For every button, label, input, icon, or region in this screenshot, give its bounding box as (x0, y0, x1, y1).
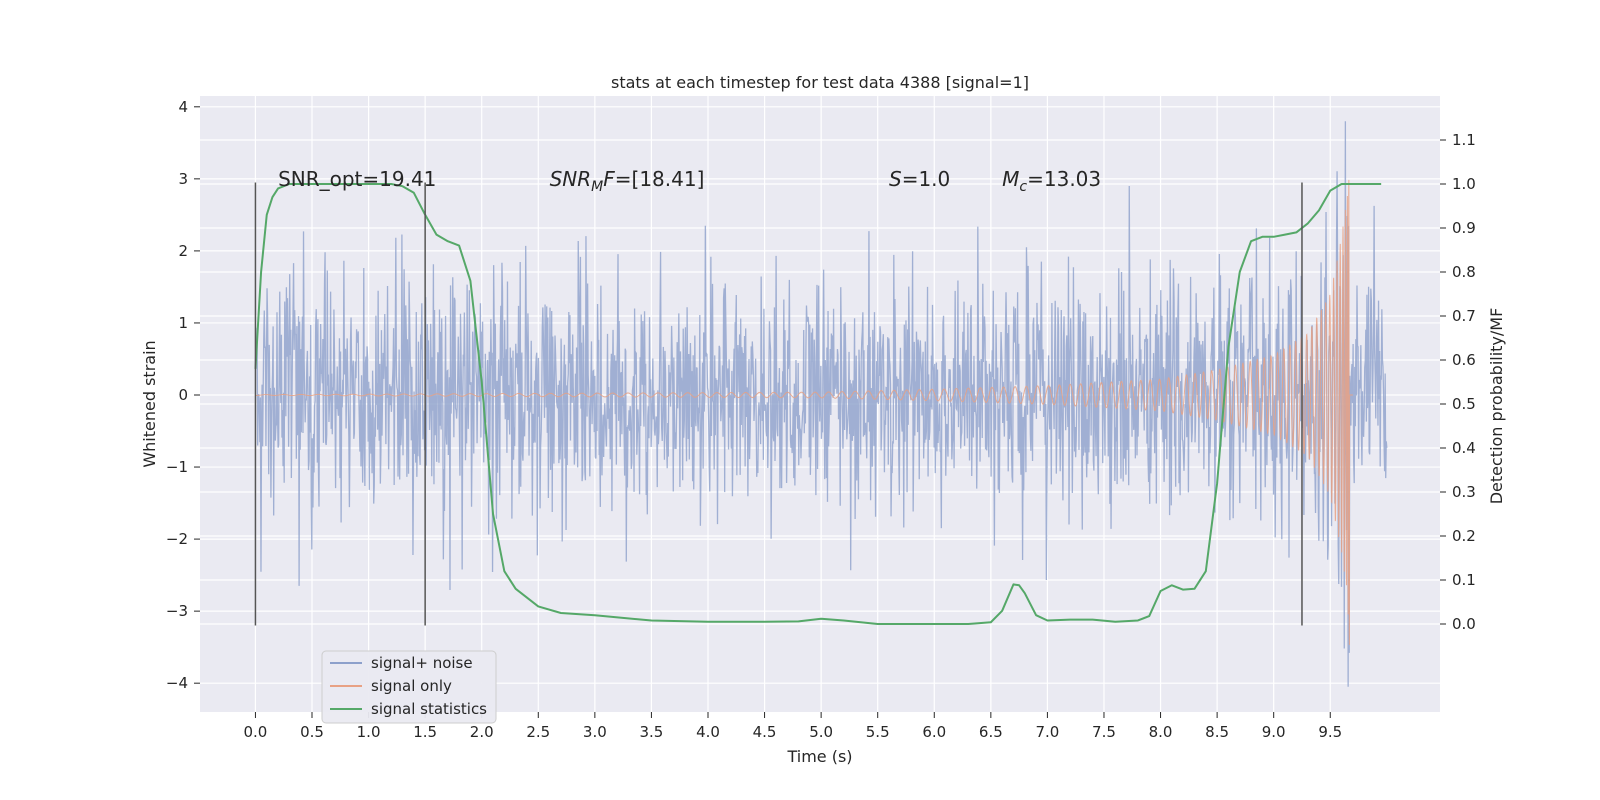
x-tick-label: 7.5 (1092, 723, 1116, 741)
y-tick-label-right: 0.0 (1452, 615, 1476, 633)
y-tick-label-left: −4 (166, 674, 188, 692)
legend-label-signal-statistics: signal statistics (371, 700, 487, 718)
y-tick-label-left: 4 (178, 98, 188, 116)
signal-only-line (255, 179, 1353, 645)
y-tick-label-right: 1.1 (1452, 131, 1476, 149)
y-tick-label-right: 1.0 (1452, 175, 1476, 193)
ticks: 0.0 0.5 1.0 1.5 2.0 2.5 3.0 3.5 4.0 4.5 5.0 5.5 6.0 6… (166, 98, 1476, 741)
y-tick-label-right: 0.5 (1452, 395, 1476, 413)
annotation: Mc=13.03 (1002, 167, 1101, 195)
x-tick-label: 4.5 (753, 723, 777, 741)
y-tick-label-right: 0.7 (1452, 307, 1476, 325)
x-tick-label: 0.5 (300, 723, 324, 741)
signal-statistics-line (254, 183, 1382, 625)
x-tick-label: 5.5 (866, 723, 890, 741)
x-tick-label: 9.5 (1318, 723, 1342, 741)
annotation: S=1.0 (889, 167, 950, 191)
x-tick-label: 0.0 (244, 723, 268, 741)
x-tick-label: 6.0 (922, 723, 946, 741)
y-tick-label-right: 0.4 (1452, 439, 1476, 457)
annotation: SNR_opt=19.41 (278, 167, 436, 191)
y-tick-label-right: 0.1 (1452, 571, 1476, 589)
y-tick-label-left: 0 (178, 386, 188, 404)
y-axis-label-left: Whitened strain (140, 340, 159, 467)
y-axis-label-right: Detection probability/MF (1487, 308, 1506, 505)
x-tick-label: 9.0 (1262, 723, 1286, 741)
signal-noise-line (254, 121, 1388, 687)
series-signal-noise (254, 121, 1388, 687)
y-tick-label-left: 3 (178, 170, 188, 188)
x-tick-label: 1.5 (413, 723, 437, 741)
series-signal-statistics (254, 183, 1382, 625)
chart-title: stats at each timestep for test data 438… (611, 73, 1029, 92)
x-tick-label: 2.0 (470, 723, 494, 741)
legend: signal+ noise signal only signal statist… (321, 650, 497, 724)
x-tick-label: 2.5 (526, 723, 550, 741)
x-tick-label: 1.0 (357, 723, 381, 741)
x-tick-label: 8.0 (1149, 723, 1173, 741)
y-tick-label-right: 0.9 (1452, 219, 1476, 237)
x-tick-label: 8.5 (1205, 723, 1229, 741)
annotations: SNR_opt=19.41 SNRMF=[18.41] S=1.0 Mc=13.03 (278, 167, 1101, 195)
x-tick-label: 3.5 (639, 723, 663, 741)
y-tick-label-right: 0.3 (1452, 483, 1476, 501)
x-tick-label: 5.0 (809, 723, 833, 741)
y-tick-label-left: −3 (166, 602, 188, 620)
legend-label-signal-only: signal only (371, 677, 452, 695)
y-tick-label-left: −2 (166, 530, 188, 548)
x-tick-label: 4.0 (696, 723, 720, 741)
annotation: SNRMF=[18.41] (550, 167, 705, 195)
legend-box (321, 650, 497, 724)
y-tick-label-left: 1 (178, 314, 188, 332)
vertical-markers (254, 182, 1303, 626)
legend-label-signal-noise: signal+ noise (371, 654, 473, 672)
series-signal-only (255, 179, 1353, 645)
x-axis-label: Time (s) (786, 747, 852, 766)
y-tick-label-left: −1 (166, 458, 188, 476)
y-tick-label-right: 0.6 (1452, 351, 1476, 369)
y-tick-label-right: 0.2 (1452, 527, 1476, 545)
y-tick-label-left: 2 (178, 242, 188, 260)
x-tick-label: 3.0 (583, 723, 607, 741)
x-tick-label: 7.0 (1035, 723, 1059, 741)
y-tick-label-right: 0.8 (1452, 263, 1476, 281)
x-tick-label: 6.5 (979, 723, 1003, 741)
